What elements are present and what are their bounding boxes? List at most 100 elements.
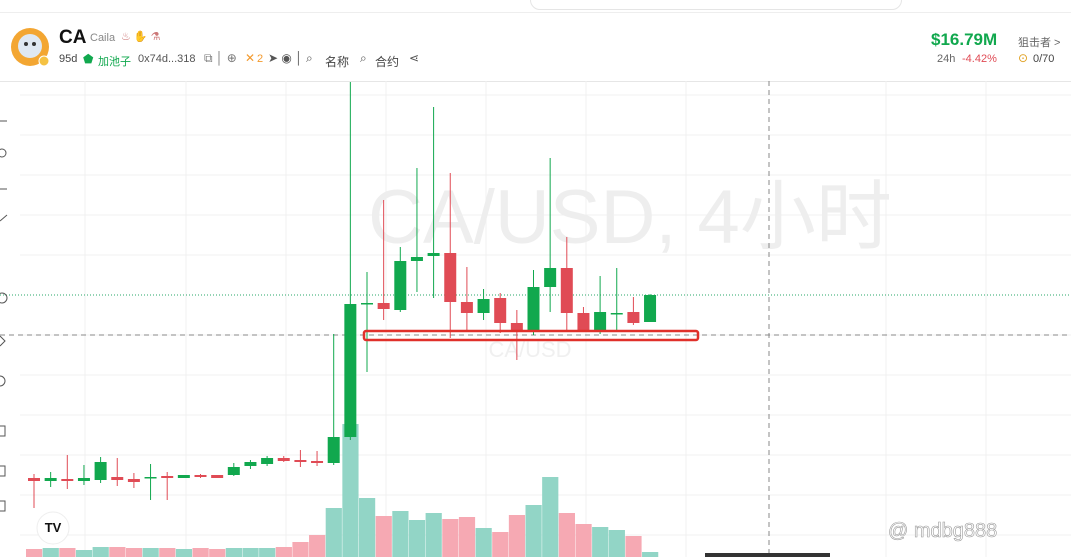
volume-bar — [292, 542, 309, 557]
candle-body — [44, 478, 57, 481]
volume-bar — [442, 519, 459, 557]
candle-body — [527, 287, 540, 330]
volume-bar — [309, 535, 326, 557]
volume-bar — [408, 520, 426, 557]
token-avatar — [11, 28, 50, 67]
volume-bar — [558, 513, 575, 557]
top-bar — [530, 0, 902, 10]
volume-bar — [325, 508, 342, 557]
name-search[interactable]: 名称 — [325, 55, 350, 69]
market-cap: $16.79M — [931, 30, 998, 49]
volume-bar — [275, 547, 292, 557]
x-icon[interactable]: ✕ — [245, 51, 256, 65]
volume-bar — [642, 552, 659, 557]
volume-bar — [125, 548, 143, 557]
volume-bar — [425, 513, 442, 557]
volume-bar — [59, 548, 76, 557]
candle-body — [610, 313, 623, 315]
change: -4.42% — [962, 53, 997, 65]
candle-body — [211, 475, 224, 478]
svg-text:TV: TV — [45, 520, 62, 535]
left-toolbar — [0, 120, 8, 512]
volume-bar — [342, 424, 359, 557]
volume-layer — [26, 424, 659, 557]
candle-body — [161, 476, 174, 478]
candle-body — [577, 313, 590, 330]
candle-body — [560, 268, 573, 313]
sniper-icon: ⊙ — [1018, 51, 1029, 65]
candle-body — [410, 257, 423, 261]
tv-logo: TV — [36, 511, 70, 545]
watermark: CA/USD, 4小时 — [368, 175, 892, 260]
snipers[interactable]: 狙击者 > — [1018, 37, 1061, 49]
volume-bar — [508, 515, 526, 557]
volume-bar — [75, 550, 93, 557]
volume-bar — [542, 477, 559, 557]
candle-body — [277, 458, 290, 461]
candle-body — [327, 437, 340, 463]
token-name: Caila — [90, 32, 116, 44]
candle-body — [244, 462, 257, 466]
address[interactable]: 0x74d...318 — [138, 53, 196, 65]
x-count: 2 — [257, 53, 264, 65]
volume-bar — [225, 548, 242, 557]
volume-bar — [375, 516, 392, 557]
candle-body — [28, 478, 40, 481]
volume-bar — [359, 498, 376, 557]
volume-bar — [26, 549, 43, 557]
candle-body — [460, 302, 473, 313]
overlay-user: @ mdbg888 — [888, 520, 997, 542]
candle-body — [427, 253, 440, 256]
highlight-box — [362, 329, 700, 342]
candle-body — [477, 299, 490, 313]
volume-bar — [592, 527, 609, 557]
contract-search[interactable]: 合约 — [375, 55, 400, 69]
sniper-count: 0/70 — [1033, 53, 1055, 65]
candle-body — [361, 303, 373, 305]
copy-icon[interactable]: ⧉ │ ⊕ — [204, 51, 237, 65]
volume-bar — [625, 536, 642, 557]
candle-body — [627, 312, 640, 323]
candle-body — [344, 304, 357, 437]
volume-bar — [142, 548, 159, 557]
candle-body — [294, 460, 307, 462]
volume-bar — [458, 517, 476, 557]
volume-bar — [608, 530, 625, 557]
volume-bar — [475, 528, 492, 557]
pool-icon: ⬟ — [83, 52, 94, 66]
candle-body — [510, 323, 523, 331]
candle-body — [177, 475, 190, 478]
candle-body — [111, 477, 124, 480]
candle-body — [377, 303, 390, 309]
candle-body — [261, 458, 274, 464]
volume-bar — [192, 548, 209, 557]
volume-bar — [209, 549, 226, 557]
volume-bar — [109, 547, 126, 557]
candle-body — [61, 479, 74, 481]
symbol: CA — [59, 27, 87, 48]
share-icon[interactable]: ⋖ — [409, 51, 420, 65]
candle-body — [144, 477, 157, 479]
volume-bar — [92, 547, 109, 557]
volume-bar — [392, 511, 409, 557]
volume-bar — [159, 548, 176, 557]
volume-bar — [575, 524, 592, 557]
candle-body — [544, 268, 557, 287]
pool[interactable]: 加池子 — [98, 56, 131, 68]
chart: CA/USD, 4小时 CA/USD TV @ mdbg888 — [0, 81, 1071, 557]
volume-bar — [42, 548, 59, 557]
scrollbar — [705, 553, 830, 557]
badges: ♨ ✋ ⚗ — [121, 31, 161, 43]
social-icons[interactable]: ➤ ◉ │ ⌕ — [268, 51, 313, 65]
candle-body — [194, 475, 207, 477]
candle-body — [77, 478, 90, 481]
candle-body — [127, 479, 140, 482]
candle-body — [394, 261, 407, 310]
candle-body — [594, 312, 607, 330]
candle-body — [494, 298, 507, 323]
volume-bar — [492, 532, 509, 557]
volume-bar — [525, 505, 542, 557]
volume-bar — [242, 548, 259, 557]
age: 95d — [59, 53, 78, 65]
